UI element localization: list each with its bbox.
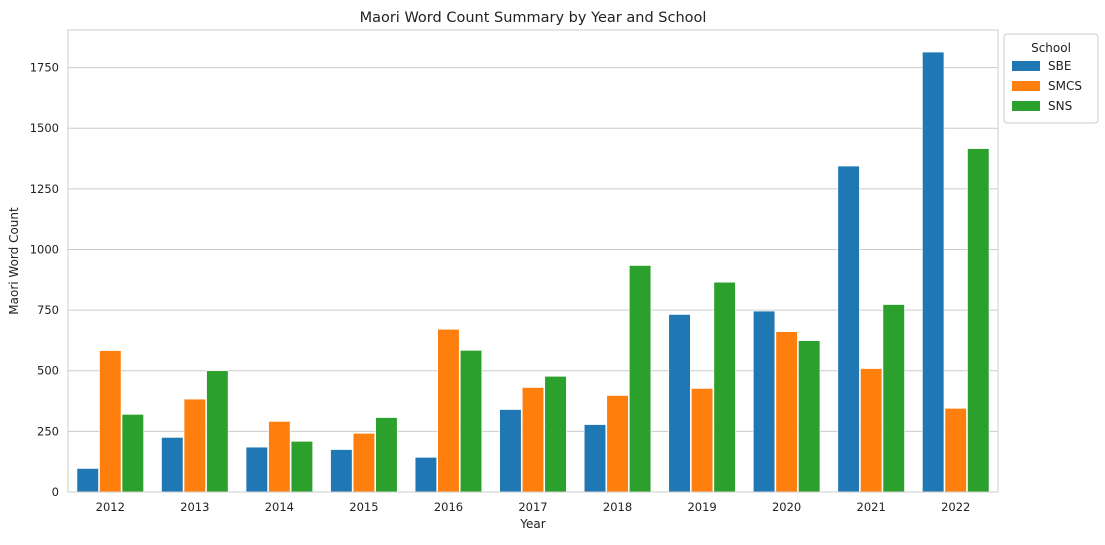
y-tick-label: 750 (37, 303, 59, 317)
x-tick-label: 2013 (180, 500, 209, 514)
plot-frame (67, 29, 999, 493)
bar-sbe-2017 (499, 409, 522, 493)
bar-sbe-2021 (837, 165, 860, 493)
chart-title: Maori Word Count Summary by Year and Sch… (360, 10, 707, 26)
x-tick-label: 2015 (349, 500, 378, 514)
bar-sbe-2015 (330, 449, 353, 493)
x-tick-label: 2021 (857, 500, 886, 514)
bar-sbe-2018 (583, 424, 607, 493)
bar-sns-2020 (798, 340, 821, 493)
bar-smcs-2018 (606, 395, 629, 493)
bar-sbe-2020 (753, 310, 776, 493)
bar-smcs-2019 (691, 388, 714, 493)
bar-smcs-2021 (860, 368, 883, 493)
y-tick-label: 1000 (30, 242, 59, 256)
legend-label-smcs: SMCS (1048, 79, 1082, 93)
bar-sbe-2012 (76, 468, 99, 493)
bar-smcs-2017 (521, 387, 545, 493)
y-tick-label: 500 (37, 364, 59, 378)
bar-sns-2021 (882, 304, 905, 493)
x-tick-label: 2017 (518, 500, 547, 514)
bar-sbe-2019 (668, 314, 691, 493)
x-axis-label: Year (519, 517, 545, 531)
y-tick-label: 1750 (30, 61, 59, 75)
bar-smcs-2016 (437, 328, 460, 493)
bar-smcs-2012 (99, 350, 122, 493)
y-tick-labels: 0 250 500 750 1000 1250 1500 1750 (30, 61, 59, 499)
bar-sbe-2022 (922, 51, 945, 493)
y-tick-label: 1500 (30, 121, 59, 135)
bar-sns-2012 (121, 414, 144, 493)
legend-title: School (1031, 41, 1071, 55)
bar-smcs-2013 (183, 398, 206, 493)
bar-sns-2015 (375, 417, 398, 493)
legend: School SBE SMCS SNS (1003, 33, 1099, 124)
bar-sns-2018 (629, 265, 652, 493)
bar-sbe-2016 (414, 457, 437, 493)
x-tick-label: 2020 (772, 500, 801, 514)
bar-sns-2022 (967, 148, 990, 493)
bar-sns-2014 (290, 441, 313, 493)
x-tick-label: 2014 (265, 500, 294, 514)
x-tick-label: 2012 (96, 500, 125, 514)
legend-entries: SBE SMCS SNS (1012, 59, 1082, 113)
y-axis-label: Maori Word Count (7, 207, 21, 315)
x-tick-labels: 2012 2013 2014 2015 2016 2017 2018 2019 2020 2021… (96, 500, 971, 514)
bar-sbe-2014 (245, 446, 268, 493)
y-tick-label: 250 (37, 424, 59, 438)
legend-box (1003, 33, 1099, 124)
bar-smcs-2015 (352, 433, 375, 493)
legend-swatch-smcs (1012, 81, 1040, 91)
bar-smcs-2022 (944, 408, 967, 493)
bar-smcs-2020 (775, 331, 798, 493)
x-tick-label: 2018 (603, 500, 632, 514)
bar-sns-2016 (459, 350, 483, 493)
legend-label-sns: SNS (1048, 99, 1072, 113)
bar-sns-2017 (544, 376, 567, 493)
legend-swatch-sns (1012, 101, 1040, 111)
bar-smcs-2014 (268, 421, 291, 493)
bars (76, 51, 990, 493)
bar-sbe-2013 (161, 437, 184, 493)
x-tick-label: 2019 (687, 500, 716, 514)
bar-sns-2013 (206, 370, 229, 493)
x-tick-label: 2016 (434, 500, 463, 514)
x-tick-label: 2022 (941, 500, 970, 514)
bar-sns-2019 (713, 281, 736, 493)
y-tick-label: 1250 (30, 182, 59, 196)
legend-swatch-sbe (1012, 61, 1040, 71)
y-tick-label: 0 (52, 485, 59, 499)
legend-label-sbe: SBE (1048, 59, 1071, 73)
